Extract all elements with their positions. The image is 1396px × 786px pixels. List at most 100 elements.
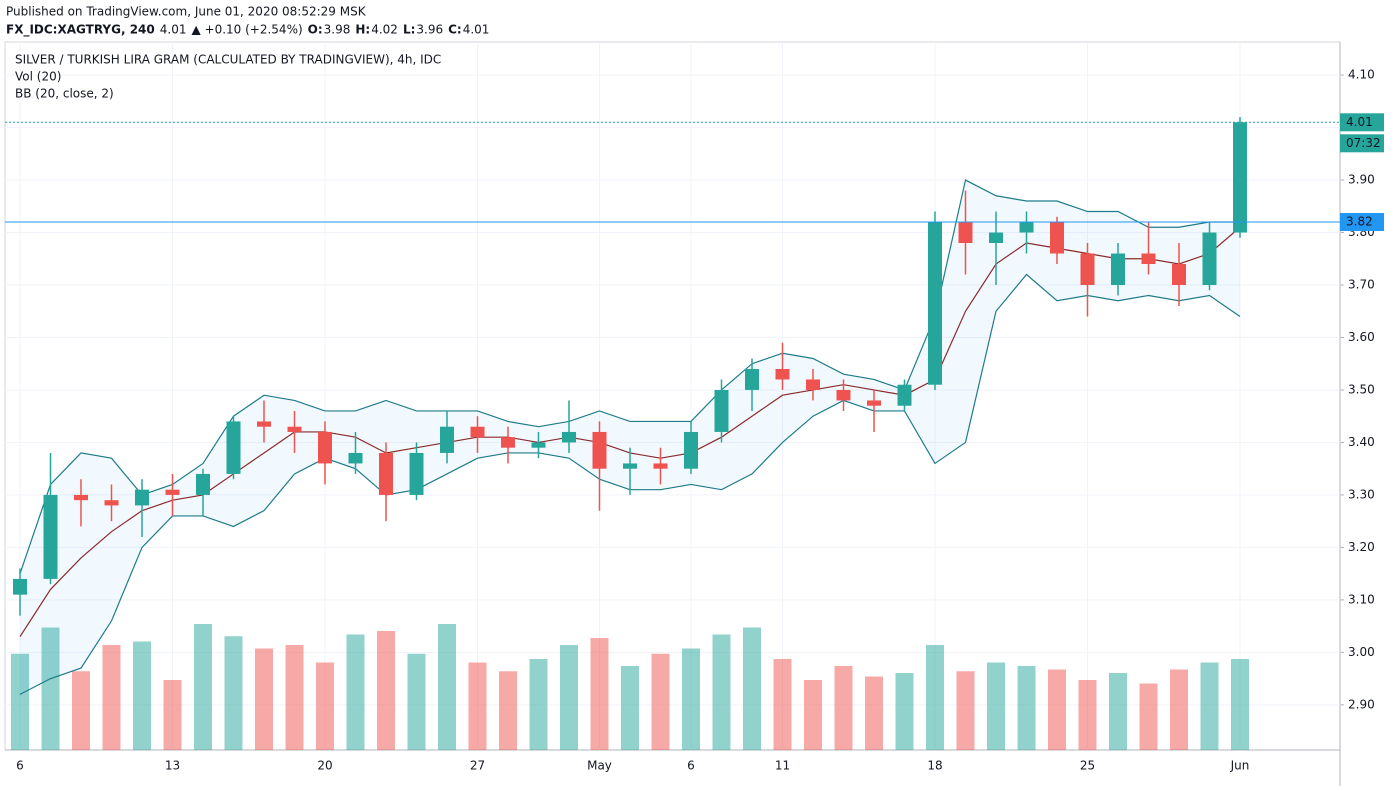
candle-body bbox=[806, 379, 820, 390]
volume-bar bbox=[377, 631, 395, 750]
volume-bar bbox=[651, 653, 670, 750]
candle-body bbox=[1141, 253, 1156, 265]
volume-bar bbox=[1109, 673, 1127, 750]
ohlc-label: O: bbox=[308, 23, 323, 37]
candle-body bbox=[1080, 253, 1095, 285]
chart-title: SILVER / TURKISH LIRA GRAM (CALCULATED B… bbox=[15, 53, 441, 67]
volume-bar bbox=[895, 673, 914, 750]
indicator-label: Vol (20) bbox=[15, 70, 61, 84]
x-tick-label: May bbox=[587, 759, 612, 773]
candle-body bbox=[531, 442, 546, 448]
price-label-box bbox=[1340, 213, 1384, 232]
candle-body bbox=[74, 494, 88, 501]
candle-body bbox=[257, 421, 271, 427]
candle-body bbox=[592, 431, 607, 469]
volume-bar bbox=[804, 680, 822, 750]
volume-bar bbox=[1078, 680, 1097, 750]
volume-bar bbox=[133, 641, 151, 750]
x-tick-label: 6 bbox=[16, 759, 24, 773]
volume-bar bbox=[285, 645, 304, 750]
candle-body bbox=[867, 400, 881, 406]
candle-body bbox=[135, 489, 149, 506]
volume-bar bbox=[621, 666, 639, 750]
bb-fill bbox=[20, 180, 1240, 695]
x-tick-label: 27 bbox=[470, 759, 485, 773]
candle-body bbox=[684, 431, 698, 469]
volume-bar bbox=[468, 662, 487, 750]
volume-bar bbox=[407, 653, 426, 750]
y-tick-label: 2.90 bbox=[1348, 697, 1375, 711]
candle-body bbox=[501, 437, 515, 448]
volume-bar bbox=[743, 627, 761, 750]
volume-bar bbox=[712, 634, 731, 750]
volume-bar bbox=[163, 680, 182, 750]
volume-bar bbox=[1017, 666, 1036, 750]
candle-body bbox=[226, 421, 241, 474]
volume-bar bbox=[590, 638, 609, 750]
candle-body bbox=[43, 494, 58, 579]
ohlc-value: 3.98 bbox=[324, 23, 351, 37]
candle-body bbox=[1172, 264, 1186, 285]
candle-body bbox=[1050, 222, 1064, 254]
candle-body bbox=[836, 389, 851, 401]
ohlc-value: 4.01 bbox=[463, 23, 490, 37]
candle-body bbox=[653, 463, 668, 469]
volume-bar bbox=[987, 662, 1005, 750]
x-tick-label: 20 bbox=[317, 759, 332, 773]
volume-bar bbox=[1231, 659, 1249, 750]
volume-bar bbox=[834, 666, 853, 750]
price-label: 4.01 bbox=[1346, 115, 1373, 129]
volume-bar bbox=[560, 645, 578, 750]
candle-body bbox=[897, 384, 912, 406]
candle-body bbox=[13, 578, 27, 595]
published: Published on TradingView.com, June 01, 2… bbox=[6, 5, 367, 19]
volume-bar bbox=[1048, 669, 1066, 750]
candle-body bbox=[989, 232, 1003, 244]
volume-bar bbox=[11, 653, 29, 750]
y-tick-label: 3.00 bbox=[1348, 645, 1375, 659]
symbol: FX_IDC:XAGTRYG, 240 bbox=[6, 23, 155, 38]
candle-body bbox=[928, 222, 942, 385]
volume-bar bbox=[72, 671, 90, 750]
price-label-box bbox=[1340, 113, 1384, 132]
ohlc-value: 4.02 bbox=[371, 23, 398, 37]
volume-bar bbox=[1170, 669, 1188, 750]
candle-body bbox=[714, 389, 729, 432]
change: ▲ +0.10 (+2.54%) bbox=[191, 23, 302, 37]
volume-bar bbox=[255, 648, 273, 750]
y-tick-label: 3.10 bbox=[1348, 592, 1375, 606]
candle-body bbox=[348, 452, 363, 464]
bb-upper bbox=[19, 179, 1240, 574]
candle-body bbox=[1233, 122, 1247, 233]
volume-bar bbox=[529, 659, 548, 750]
y-tick-label: 3.50 bbox=[1348, 382, 1375, 396]
x-tick-label: 18 bbox=[927, 759, 942, 773]
indicator-label: BB (20, close, 2) bbox=[15, 87, 114, 101]
y-tick-label: 3.40 bbox=[1348, 435, 1375, 449]
candle-body bbox=[775, 368, 790, 380]
countdown: 07:32 bbox=[1346, 136, 1381, 150]
volume-bar bbox=[926, 645, 944, 750]
symbol-line: FX_IDC:XAGTRYG, 240 4.01 ▲ +0.10 (+2.54%) O… bbox=[6, 23, 489, 38]
volume-bar bbox=[773, 659, 792, 750]
x-tick-label: 6 bbox=[687, 759, 695, 773]
volume-bar bbox=[41, 627, 60, 750]
candle-body bbox=[623, 463, 637, 469]
candle-body bbox=[196, 473, 210, 495]
candle-body bbox=[1111, 253, 1125, 285]
volume-bar bbox=[499, 671, 517, 750]
last-price: 4.01 bbox=[160, 23, 187, 37]
candle-body bbox=[409, 452, 424, 495]
candle-body bbox=[440, 426, 454, 453]
y-tick-label: 3.30 bbox=[1348, 487, 1375, 501]
x-tick-label: 11 bbox=[775, 759, 790, 773]
candle-body bbox=[562, 431, 576, 443]
x-tick-label: Jun bbox=[1230, 759, 1250, 773]
candle-body bbox=[165, 489, 180, 495]
ohlc-label: C: bbox=[448, 23, 462, 37]
candle-body bbox=[958, 222, 973, 244]
volume-bar bbox=[224, 636, 243, 750]
y-tick-label: 3.60 bbox=[1348, 330, 1375, 344]
ohlc-label: H: bbox=[355, 23, 370, 37]
